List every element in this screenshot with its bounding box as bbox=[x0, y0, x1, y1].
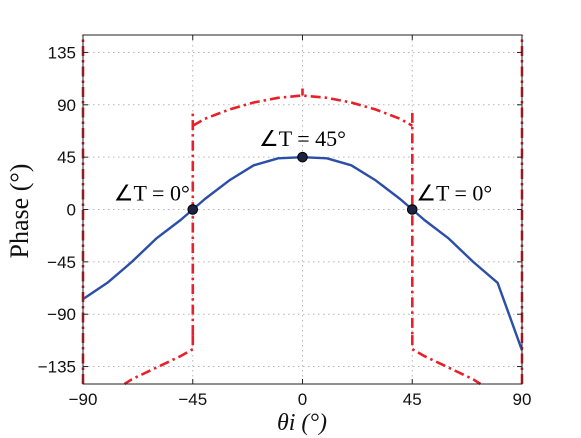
x-axis-label: θi (°) bbox=[277, 410, 327, 436]
marker-group bbox=[187, 151, 418, 215]
y-tick-label: 0 bbox=[67, 201, 76, 220]
y-tick-label: −135 bbox=[38, 358, 76, 377]
dashdot-series-line bbox=[410, 335, 482, 386]
data-marker bbox=[187, 204, 199, 215]
data-marker bbox=[297, 151, 308, 163]
x-tick-label: −45 bbox=[178, 390, 207, 409]
x-tick-label: −90 bbox=[69, 390, 98, 409]
plot-frame bbox=[82, 34, 523, 385]
x-tick-label: 90 bbox=[513, 390, 532, 409]
data-marker bbox=[406, 204, 418, 215]
y-tick-label: 135 bbox=[48, 43, 76, 62]
y-tick-label: −90 bbox=[47, 305, 76, 324]
annotation-group: ∠T = 0° ∠T = 45° ∠T = 0° bbox=[114, 126, 492, 205]
y-tick-label: 90 bbox=[57, 96, 76, 115]
annotation-label: ∠T = 45° bbox=[259, 126, 346, 151]
tick-labels: −90 −45 0 45 90 −135 −90 −45 0 45 90 135 bbox=[38, 43, 532, 409]
x-tick-label: 45 bbox=[403, 390, 422, 409]
annotation-label: ∠T = 0° bbox=[114, 181, 190, 206]
y-tick-label: −45 bbox=[47, 253, 76, 272]
y-tick-label: 45 bbox=[57, 148, 76, 167]
annotation-label: ∠T = 0° bbox=[416, 181, 492, 206]
x-tick-label: 0 bbox=[298, 390, 307, 409]
dashdot-series-line bbox=[123, 335, 195, 386]
y-axis-label: Phase (°) bbox=[5, 164, 34, 259]
grid bbox=[82, 35, 523, 384]
